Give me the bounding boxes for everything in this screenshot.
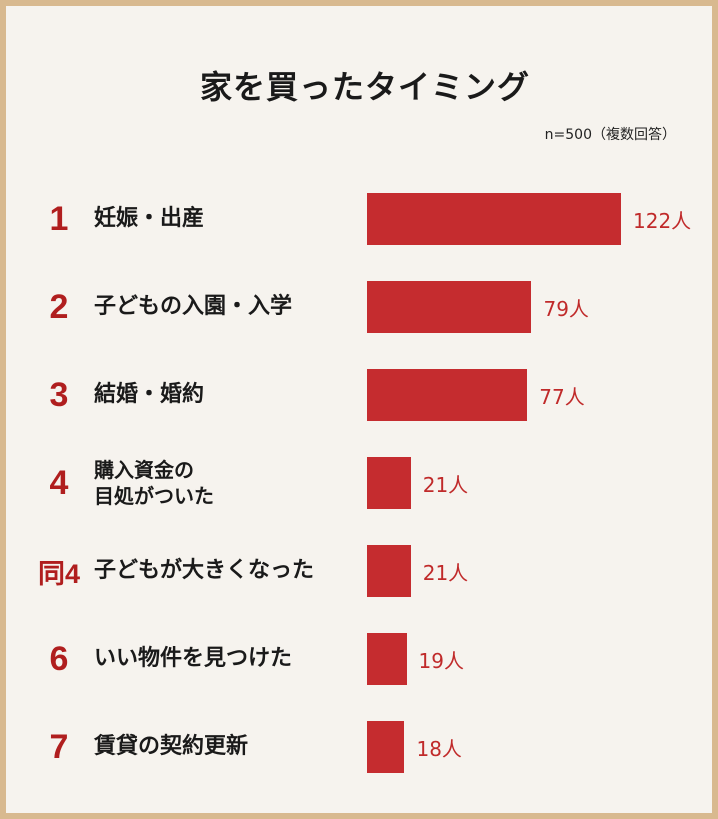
ranking-row: 2 子どもの入園・入学 79人 [6,281,718,333]
value-label: 122人 [633,208,692,233]
ranking-row: 1 妊娠・出産 122人 [6,193,718,245]
category-label: 子どもが大きくなった [94,557,315,583]
category-label: 購入資金の 目処がついた [94,458,214,508]
rank-number: 7 [49,727,69,766]
category-label: 結婚・婚約 [94,381,205,407]
chart-title: 家を買ったタイミング [199,68,530,106]
rank-number: 1 [49,199,69,238]
category-label: 子どもの入園・入学 [94,293,293,319]
ranking-row: 4 購入資金の 目処がついた 21人 [6,457,718,509]
bar [367,633,407,685]
bar [367,721,405,773]
category-label: いい物件を見つけた [94,645,293,671]
sample-size-note: n=500（複数回答） [544,127,676,143]
ranking-row: 6 いい物件を見つけた 19人 [6,633,718,685]
value-label: 21人 [422,560,469,585]
category-label: 妊娠・出産 [94,205,205,231]
rank-number: 4 [49,463,69,502]
ranking-row: 7 賃貸の契約更新 18人 [6,721,718,773]
value-label: 79人 [543,296,589,321]
ranking-row: 3 結婚・婚約 77人 [6,369,718,421]
value-label: 18人 [416,736,462,761]
category-label: 賃貸の契約更新 [94,733,249,759]
bar [367,369,528,421]
bar [367,281,532,333]
rank-number: 3 [49,375,69,414]
value-label: 77人 [539,384,585,409]
bar [367,545,411,597]
bar [367,193,621,245]
bar [367,457,411,509]
ranking-row: 同4 子どもが大きくなった 21人 [6,545,718,597]
rank-number: 6 [49,639,69,678]
value-label: 21人 [422,472,469,497]
rank-number: 同4 [37,558,81,589]
value-label: 19人 [418,648,464,673]
rank-number: 2 [49,287,69,326]
